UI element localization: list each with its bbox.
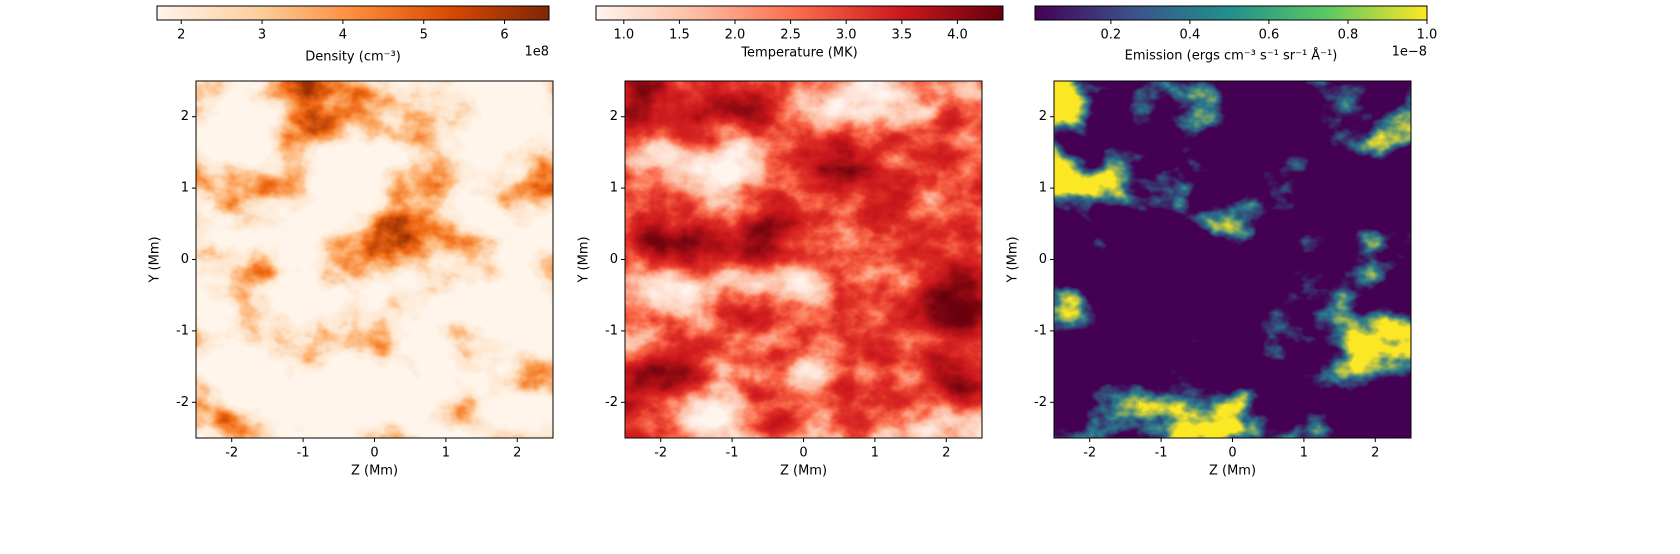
colorbar-tick-label: 3.5 — [891, 28, 912, 43]
colorbar-tick-label: 5 — [420, 28, 428, 43]
x-tick-label: -1 — [297, 446, 310, 461]
colorbar-tick-label: 1.0 — [1417, 28, 1438, 43]
y-axis-label: Y (Mm) — [1006, 236, 1021, 283]
colorbar-offset: 1e−8 — [1392, 45, 1427, 60]
x-tick-label: 0 — [799, 446, 807, 461]
heatmap-image — [196, 81, 553, 438]
x-tick-label: 0 — [1228, 446, 1236, 461]
colorbar-label: Density (cm⁻³) — [305, 50, 401, 65]
y-tick-label: -2 — [605, 395, 618, 410]
y-tick-label: 0 — [1039, 252, 1047, 267]
y-tick-label: 1 — [1039, 181, 1047, 196]
y-tick-label: 0 — [181, 252, 189, 267]
colorbar-tick-label: 0.6 — [1259, 28, 1280, 43]
x-axis-label: Z (Mm) — [780, 464, 827, 479]
y-tick-label: -2 — [176, 395, 189, 410]
y-axis-label: Y (Mm) — [148, 236, 163, 283]
y-tick-label: -2 — [1034, 395, 1047, 410]
y-axis-label: Y (Mm) — [577, 236, 592, 283]
colorbar — [1034, 5, 1428, 21]
y-tick-label: 0 — [610, 252, 618, 267]
colorbar-tick-label: 3.0 — [836, 28, 857, 43]
x-tick-label: 0 — [370, 446, 378, 461]
colorbar-tick-label: 1.0 — [613, 28, 634, 43]
colorbar-tick-label: 2 — [177, 28, 185, 43]
x-tick-label: 2 — [942, 446, 950, 461]
colorbar-label: Temperature (MK) — [740, 46, 857, 61]
x-tick-label: -1 — [1155, 446, 1168, 461]
y-tick-label: -1 — [605, 323, 618, 338]
colorbar-tick-label: 0.8 — [1338, 28, 1359, 43]
x-tick-label: 1 — [871, 446, 879, 461]
y-tick-label: 1 — [610, 181, 618, 196]
y-tick-label: 1 — [181, 181, 189, 196]
x-axis-label: Z (Mm) — [351, 464, 398, 479]
x-tick-label: -1 — [726, 446, 739, 461]
colorbar-label: Emission (ergs cm⁻³ s⁻¹ sr⁻¹ Å⁻¹) — [1125, 48, 1338, 64]
colorbar-tick-label: 4.0 — [947, 28, 968, 43]
x-tick-label: 1 — [1300, 446, 1308, 461]
colorbar-tick-label: 0.4 — [1180, 28, 1201, 43]
colorbar-tick-label: 1.5 — [669, 28, 690, 43]
x-axis-label: Z (Mm) — [1209, 464, 1256, 479]
x-tick-label: 1 — [442, 446, 450, 461]
y-tick-label: 2 — [610, 109, 618, 124]
colorbar-tick-label: 2.0 — [725, 28, 746, 43]
colorbar — [156, 5, 550, 21]
x-tick-label: 2 — [1371, 446, 1379, 461]
x-tick-label: 2 — [513, 446, 521, 461]
y-tick-label: -1 — [176, 323, 189, 338]
colorbar — [595, 5, 1004, 21]
y-tick-label: 2 — [181, 109, 189, 124]
x-tick-label: -2 — [1083, 446, 1096, 461]
heatmap-image — [625, 81, 982, 438]
y-tick-label: -1 — [1034, 323, 1047, 338]
colorbar-tick-label: 4 — [339, 28, 347, 43]
colorbar-tick-label: 6 — [500, 28, 508, 43]
colorbar-offset: 1e8 — [524, 45, 549, 60]
heatmap-image — [1054, 81, 1411, 438]
y-tick-label: 2 — [1039, 109, 1047, 124]
x-tick-label: -2 — [225, 446, 238, 461]
colorbar-tick-label: 2.5 — [780, 28, 801, 43]
colorbar-tick-label: 0.2 — [1101, 28, 1122, 43]
colorbar-tick-label: 3 — [258, 28, 266, 43]
x-tick-label: -2 — [654, 446, 667, 461]
